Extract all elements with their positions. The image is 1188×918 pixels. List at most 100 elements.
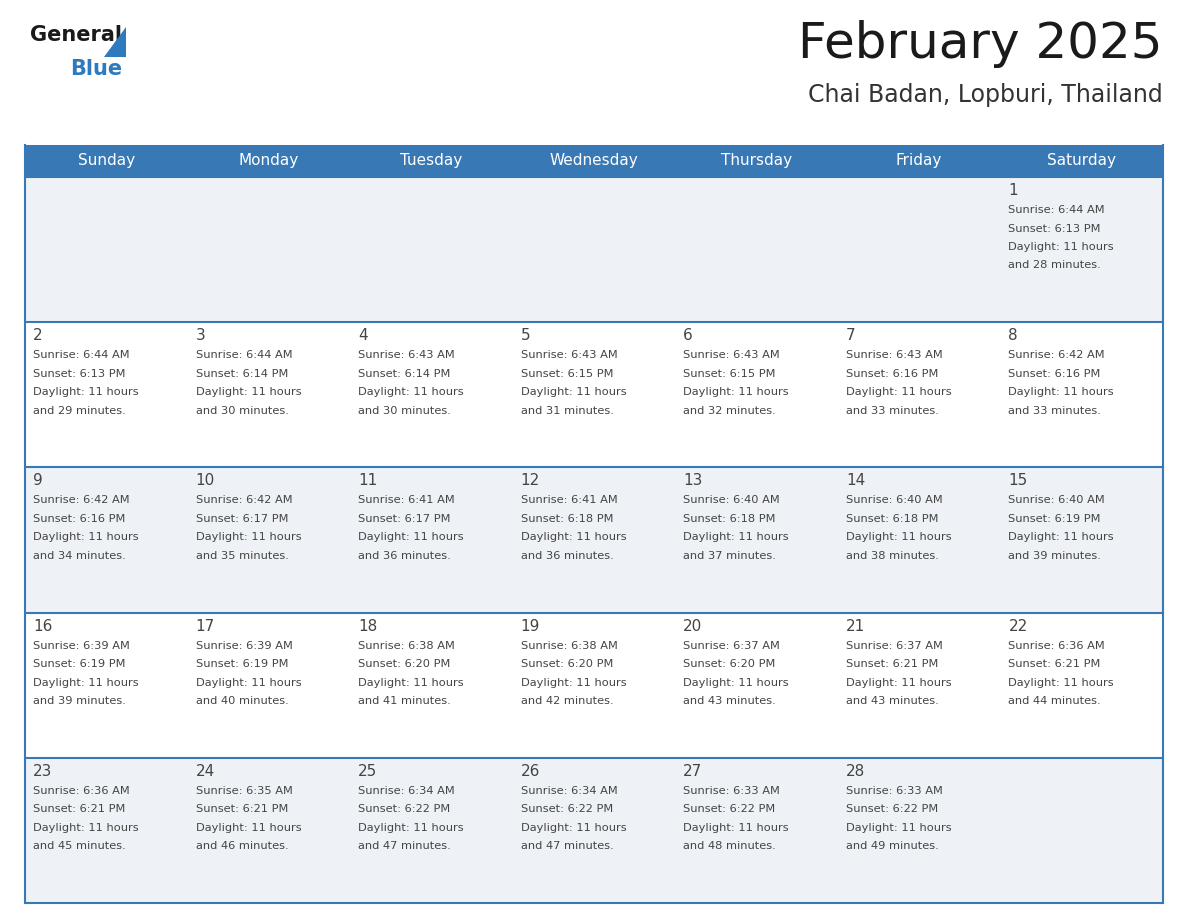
Text: 16: 16 [33,619,52,633]
Text: and 48 minutes.: and 48 minutes. [683,841,776,851]
Text: Sunset: 6:13 PM: Sunset: 6:13 PM [1009,223,1101,233]
Text: and 33 minutes.: and 33 minutes. [846,406,939,416]
Text: Sunday: Sunday [77,153,135,169]
Text: 14: 14 [846,474,865,488]
Text: Sunset: 6:21 PM: Sunset: 6:21 PM [33,804,126,814]
Text: Saturday: Saturday [1047,153,1117,169]
Text: and 29 minutes.: and 29 minutes. [33,406,126,416]
Text: and 42 minutes.: and 42 minutes. [520,696,613,706]
Text: Daylight: 11 hours: Daylight: 11 hours [33,677,139,688]
Text: Sunrise: 6:44 AM: Sunrise: 6:44 AM [1009,205,1105,215]
Text: Sunrise: 6:42 AM: Sunrise: 6:42 AM [196,496,292,506]
Text: and 45 minutes.: and 45 minutes. [33,841,126,851]
Text: and 36 minutes.: and 36 minutes. [358,551,451,561]
Text: Sunrise: 6:34 AM: Sunrise: 6:34 AM [520,786,618,796]
Text: Sunrise: 6:44 AM: Sunrise: 6:44 AM [33,350,129,360]
Text: Daylight: 11 hours: Daylight: 11 hours [1009,242,1114,252]
Text: 23: 23 [33,764,52,778]
Text: February 2025: February 2025 [798,20,1163,68]
Text: Sunrise: 6:38 AM: Sunrise: 6:38 AM [358,641,455,651]
Text: 13: 13 [683,474,702,488]
Text: Sunset: 6:16 PM: Sunset: 6:16 PM [33,514,126,524]
Text: Sunrise: 6:39 AM: Sunrise: 6:39 AM [33,641,129,651]
Text: 15: 15 [1009,474,1028,488]
Text: 1: 1 [1009,183,1018,198]
Text: Sunset: 6:15 PM: Sunset: 6:15 PM [520,369,613,379]
Text: and 43 minutes.: and 43 minutes. [846,696,939,706]
Text: Sunrise: 6:40 AM: Sunrise: 6:40 AM [683,496,781,506]
Text: Sunrise: 6:44 AM: Sunrise: 6:44 AM [196,350,292,360]
Text: Sunset: 6:17 PM: Sunset: 6:17 PM [358,514,450,524]
Text: Sunrise: 6:40 AM: Sunrise: 6:40 AM [846,496,942,506]
Text: 3: 3 [196,329,206,343]
Text: Daylight: 11 hours: Daylight: 11 hours [358,677,463,688]
Text: and 34 minutes.: and 34 minutes. [33,551,126,561]
Bar [25,322,1163,467]
Text: Daylight: 11 hours: Daylight: 11 hours [520,677,626,688]
Text: Sunrise: 6:36 AM: Sunrise: 6:36 AM [1009,641,1105,651]
Text: 2: 2 [33,329,43,343]
Text: Sunset: 6:21 PM: Sunset: 6:21 PM [196,804,287,814]
Text: Sunrise: 6:39 AM: Sunrise: 6:39 AM [196,641,292,651]
Text: Daylight: 11 hours: Daylight: 11 hours [196,532,302,543]
Text: Daylight: 11 hours: Daylight: 11 hours [358,823,463,833]
Text: Daylight: 11 hours: Daylight: 11 hours [358,532,463,543]
Text: Daylight: 11 hours: Daylight: 11 hours [1009,677,1114,688]
Text: 18: 18 [358,619,378,633]
Text: 10: 10 [196,474,215,488]
Text: and 30 minutes.: and 30 minutes. [196,406,289,416]
Text: Sunset: 6:21 PM: Sunset: 6:21 PM [846,659,939,669]
Text: Sunset: 6:14 PM: Sunset: 6:14 PM [358,369,450,379]
Text: Daylight: 11 hours: Daylight: 11 hours [846,677,952,688]
Text: Sunrise: 6:38 AM: Sunrise: 6:38 AM [520,641,618,651]
Text: Daylight: 11 hours: Daylight: 11 hours [520,823,626,833]
Text: Daylight: 11 hours: Daylight: 11 hours [683,387,789,397]
Text: 12: 12 [520,474,541,488]
Text: Sunset: 6:13 PM: Sunset: 6:13 PM [33,369,126,379]
Text: Sunrise: 6:41 AM: Sunrise: 6:41 AM [520,496,618,506]
Text: Sunrise: 6:43 AM: Sunrise: 6:43 AM [520,350,618,360]
Text: General: General [30,25,122,45]
Text: and 28 minutes.: and 28 minutes. [1009,261,1101,271]
Text: and 47 minutes.: and 47 minutes. [358,841,451,851]
Text: Sunset: 6:21 PM: Sunset: 6:21 PM [1009,659,1101,669]
Text: and 43 minutes.: and 43 minutes. [683,696,776,706]
Text: and 36 minutes.: and 36 minutes. [520,551,613,561]
Text: Monday: Monday [239,153,299,169]
Text: Daylight: 11 hours: Daylight: 11 hours [520,387,626,397]
Text: Daylight: 11 hours: Daylight: 11 hours [196,823,302,833]
Text: 4: 4 [358,329,368,343]
Text: Daylight: 11 hours: Daylight: 11 hours [846,532,952,543]
Text: and 49 minutes.: and 49 minutes. [846,841,939,851]
Text: Daylight: 11 hours: Daylight: 11 hours [846,823,952,833]
Bar [25,612,1163,757]
Text: 28: 28 [846,764,865,778]
Text: and 40 minutes.: and 40 minutes. [196,696,289,706]
Text: and 37 minutes.: and 37 minutes. [683,551,776,561]
Text: and 41 minutes.: and 41 minutes. [358,696,451,706]
Text: Sunrise: 6:36 AM: Sunrise: 6:36 AM [33,786,129,796]
Text: Daylight: 11 hours: Daylight: 11 hours [1009,387,1114,397]
Text: Sunrise: 6:42 AM: Sunrise: 6:42 AM [1009,350,1105,360]
Text: 7: 7 [846,329,855,343]
Text: and 39 minutes.: and 39 minutes. [33,696,126,706]
Text: Sunset: 6:19 PM: Sunset: 6:19 PM [33,659,126,669]
Text: Sunset: 6:20 PM: Sunset: 6:20 PM [358,659,450,669]
Text: 17: 17 [196,619,215,633]
Text: Wednesday: Wednesday [550,153,638,169]
Text: 22: 22 [1009,619,1028,633]
Text: and 33 minutes.: and 33 minutes. [1009,406,1101,416]
Text: 5: 5 [520,329,530,343]
Text: Sunset: 6:22 PM: Sunset: 6:22 PM [520,804,613,814]
Text: Daylight: 11 hours: Daylight: 11 hours [358,387,463,397]
Text: Daylight: 11 hours: Daylight: 11 hours [33,532,139,543]
Text: Daylight: 11 hours: Daylight: 11 hours [520,532,626,543]
Text: Sunset: 6:19 PM: Sunset: 6:19 PM [1009,514,1101,524]
Text: Sunrise: 6:41 AM: Sunrise: 6:41 AM [358,496,455,506]
Text: Chai Badan, Lopburi, Thailand: Chai Badan, Lopburi, Thailand [808,83,1163,107]
Text: Sunset: 6:22 PM: Sunset: 6:22 PM [358,804,450,814]
Text: Daylight: 11 hours: Daylight: 11 hours [33,387,139,397]
Text: 25: 25 [358,764,378,778]
Text: Sunset: 6:18 PM: Sunset: 6:18 PM [683,514,776,524]
Text: Sunset: 6:20 PM: Sunset: 6:20 PM [683,659,776,669]
